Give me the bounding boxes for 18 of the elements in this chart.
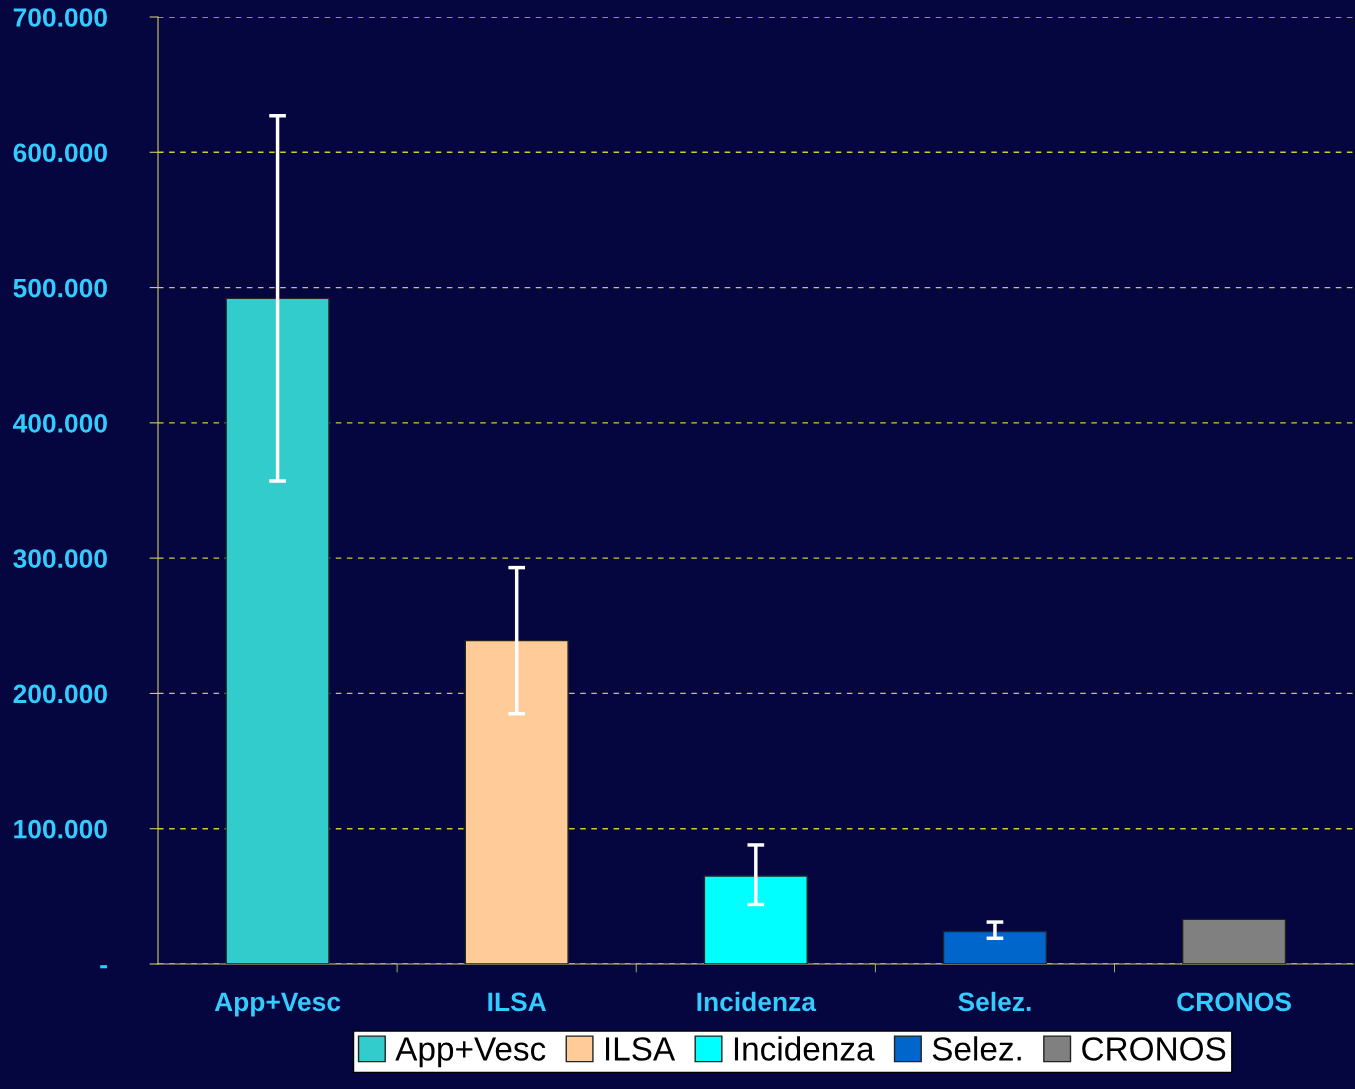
x-tick-label: Selez. [958,991,1031,1012]
legend-label: App+Vesc [395,1037,546,1068]
y-tick-label: 500.000 [13,278,107,298]
y-tick-label: 200.000 [13,684,107,704]
legend-label: ILSA [606,1037,676,1061]
legend-label: Incidenza [734,1036,875,1061]
x-tick-label: Incidenza [697,991,817,1012]
legend-label: Selez. [932,1036,1021,1061]
legend-label: CRONOS [1082,1037,1226,1061]
y-tick-label: 400.000 [13,413,107,433]
y-tick-label: 700.000 [13,8,107,27]
y-tick-label: 600.000 [13,143,107,163]
x-tick-label: CRONOS [1177,992,1291,1012]
x-tick-label: ILSA [488,992,547,1012]
y-tick-label: 100.000 [14,819,107,839]
y-tick-label: - [100,965,107,969]
x-tick-label: App+Vesc [214,992,341,1017]
y-tick-label: 300.000 [13,549,107,568]
